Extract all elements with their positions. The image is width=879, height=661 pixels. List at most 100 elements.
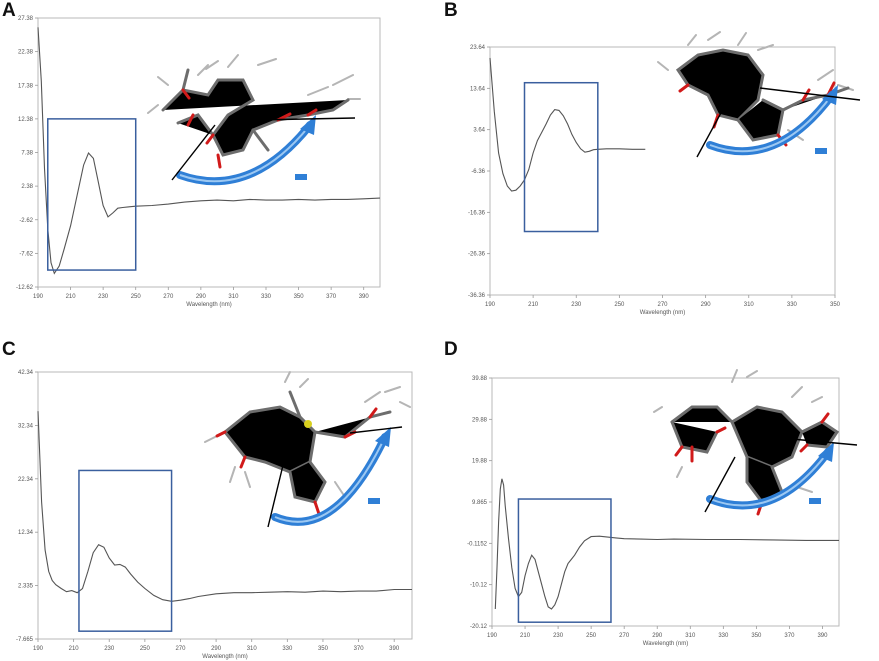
pointer-line [759,87,861,101]
x-tick-label: 350 [294,294,305,300]
y-tick-label: 17.38 [18,83,34,89]
cd-spectrum-chart-b: 23.64 13.64 3.64 -6.36 -16.36 -26.36 -36.36 190… [468,31,861,316]
x-axis-label: Wavelength (nm) [640,310,685,316]
rotation-arrow-highlight [179,124,311,183]
cd-spectrum-chart-a: 27.38 22.38 17.38 12.38 7.38 2.38 -2.62 -7.62 -1… [16,16,381,308]
x-tick-label: 190 [33,646,44,652]
x-tick-label: 310 [228,294,239,300]
y-tick-label: 27.38 [18,16,34,22]
x-tick-label: 230 [553,633,564,639]
highlight-box [47,118,137,271]
x-tick-label: 390 [359,294,370,300]
cd-spectrum-chart-c: 42.34 32.34 22.34 12.34 2.335 -7.665 190 210 230… [16,370,413,660]
cd-spectrum-line [494,478,839,610]
x-axis-label: Wavelength (nm) [643,641,688,647]
x-tick-label: 350 [830,302,841,308]
y-tick-label: 13.64 [470,86,486,92]
x-tick-label: 390 [389,646,400,652]
cd-spectrum-line [37,411,412,602]
y-tick-label: -7.62 [19,251,33,257]
pointer-line [267,456,286,528]
pointer-line [696,99,729,158]
x-tick-label: 250 [131,294,142,300]
cd-spectrum-line [37,27,381,275]
y-tick-label: 2.335 [18,584,34,590]
cd-spectrum-line [489,57,646,192]
panel-label-a: A [2,0,16,21]
highlight-box [78,469,173,632]
pointer-line [349,426,403,434]
x-tick-label: 210 [520,633,531,639]
x-tick-label: 210 [66,294,77,300]
x-tick-label: 310 [247,646,258,652]
x-tick-label: 270 [163,294,174,300]
pointer-line [171,124,216,181]
x-axis-label: Wavelength (nm) [186,302,231,308]
pointer-line [769,436,858,446]
panel-c: C 42.34 32.34 22.34 12.34 2.335 -7.665 190 210 2… [0,337,430,661]
pointer-line [704,456,736,513]
y-tick-label: -12.62 [16,285,34,291]
x-tick-label: 290 [701,302,712,308]
x-tick-label: 190 [487,633,498,639]
y-tick-label: 12.38 [18,117,34,123]
y-tick-label: 3.64 [473,128,485,134]
y-tick-label: -0.1152 [467,541,488,547]
x-tick-label: 210 [69,646,80,652]
x-tick-label: 310 [744,302,755,308]
rotation-arrow-highlight [709,451,829,507]
rotation-arrow-highlight [274,436,386,523]
y-tick-label: -20.12 [470,624,488,630]
panel-a: A 27.38 22.38 17.38 12.38 7.38 2.38 -2.62 -7.62… [0,0,430,323]
x-tick-label: 370 [784,633,795,639]
x-tick-label: 270 [619,633,630,639]
y-tick-label: -7.665 [16,637,34,643]
x-tick-label: 310 [685,633,696,639]
x-tick-label: 230 [104,646,115,652]
x-tick-label: 290 [211,646,222,652]
cd-spectrum-chart-d: 39.88 29.88 19.88 9.865 -0.1152 -10.12 -20.12 1… [467,369,858,647]
x-tick-label: 250 [586,633,597,639]
y-tick-label: -26.36 [468,252,486,258]
y-tick-label: 19.88 [472,459,488,465]
y-tick-label: 22.34 [18,477,34,483]
panel-d: D 39.88 29.88 19.88 9.865 -0.1152 -10.12 -20.1… [440,337,879,661]
molecular-structure-a [147,54,361,169]
x-axis-label: Wavelength (nm) [202,654,247,660]
x-tick-label: 250 [614,302,625,308]
molecular-structure-c [204,371,411,516]
x-tick-label: 390 [817,633,828,639]
arrow-head [818,442,834,462]
plot-area: 23.64 13.64 3.64 -6.36 -16.36 -26.36 -36.36 190… [468,45,841,316]
y-tick-label: 22.38 [18,50,34,56]
x-tick-label: 350 [751,633,762,639]
x-tick-label: 210 [528,302,539,308]
y-tick-label: 7.38 [21,151,33,157]
y-tick-label: 2.38 [21,184,33,190]
y-tick-label: 12.34 [18,530,34,536]
x-tick-label: 330 [282,646,293,652]
x-tick-label: 230 [571,302,582,308]
blue-marker [809,498,821,504]
panel-b: B 23.64 13.64 3.64 -6.36 -16.36 -26.36 -36.36 1… [440,0,879,323]
molecular-structure-b [657,31,854,147]
x-tick-label: 330 [718,633,729,639]
plot-area: 27.38 22.38 17.38 12.38 7.38 2.38 -2.62 -7.62 -1… [16,16,381,308]
y-tick-label: 32.34 [18,423,34,429]
x-tick-label: 270 [657,302,668,308]
x-tick-label: 190 [485,302,496,308]
y-tick-label: 42.34 [18,370,34,376]
sulfur-atom [304,420,312,428]
rotation-arrow-highlight [709,94,833,153]
x-tick-label: 330 [787,302,798,308]
highlight-box [523,81,599,233]
panel-label-c: C [2,339,16,360]
blue-marker [815,148,827,154]
x-tick-label: 190 [33,294,44,300]
x-tick-label: 350 [318,646,329,652]
arrow-head [375,427,391,447]
x-tick-label: 370 [326,294,337,300]
molecular-structure-d [653,369,840,516]
y-tick-label: 29.88 [472,417,488,423]
pointer-line [254,117,356,121]
